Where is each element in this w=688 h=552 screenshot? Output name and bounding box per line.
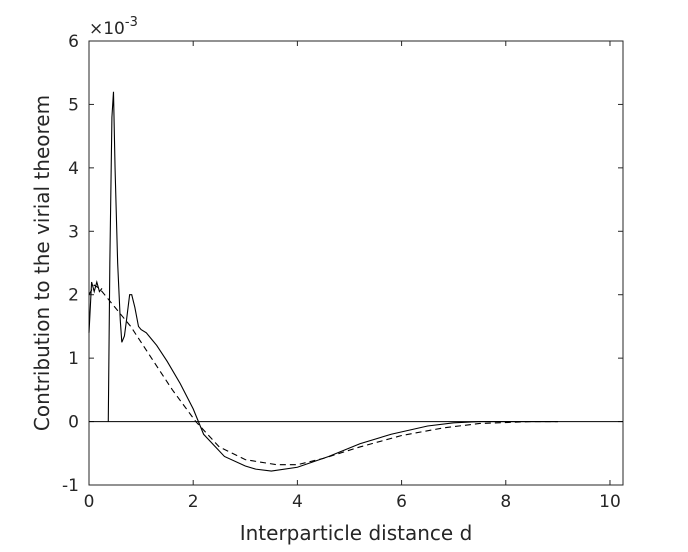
- y-tick-label: 4: [68, 159, 79, 179]
- y-tick-label: 3: [68, 222, 79, 242]
- x-tick-label: 10: [599, 492, 621, 512]
- y-tick-label: 5: [68, 95, 79, 115]
- y-multiplier-base: ×10: [89, 19, 125, 39]
- y-tick-label: 1: [68, 349, 79, 369]
- y-tick-label: 0: [68, 413, 79, 433]
- x-tick-label: 8: [500, 492, 511, 512]
- y-multiplier: ×10-3: [89, 15, 138, 39]
- y-tick-label: -1: [62, 476, 79, 496]
- series-line: [88, 284, 558, 466]
- y-axis-label: Contribution to the virial theorem: [30, 95, 54, 431]
- x-tick-label: 6: [396, 492, 407, 512]
- x-axis-label: Interparticle distance d: [240, 521, 473, 545]
- y-tick-label: 2: [68, 286, 79, 306]
- x-tick-label: 4: [292, 492, 303, 512]
- y-multiplier-exponent: -3: [125, 15, 138, 30]
- x-tick-label: 0: [84, 492, 95, 512]
- plot-box: [88, 40, 624, 486]
- x-tick-label: 2: [188, 492, 199, 512]
- y-tick-label: 6: [68, 32, 79, 52]
